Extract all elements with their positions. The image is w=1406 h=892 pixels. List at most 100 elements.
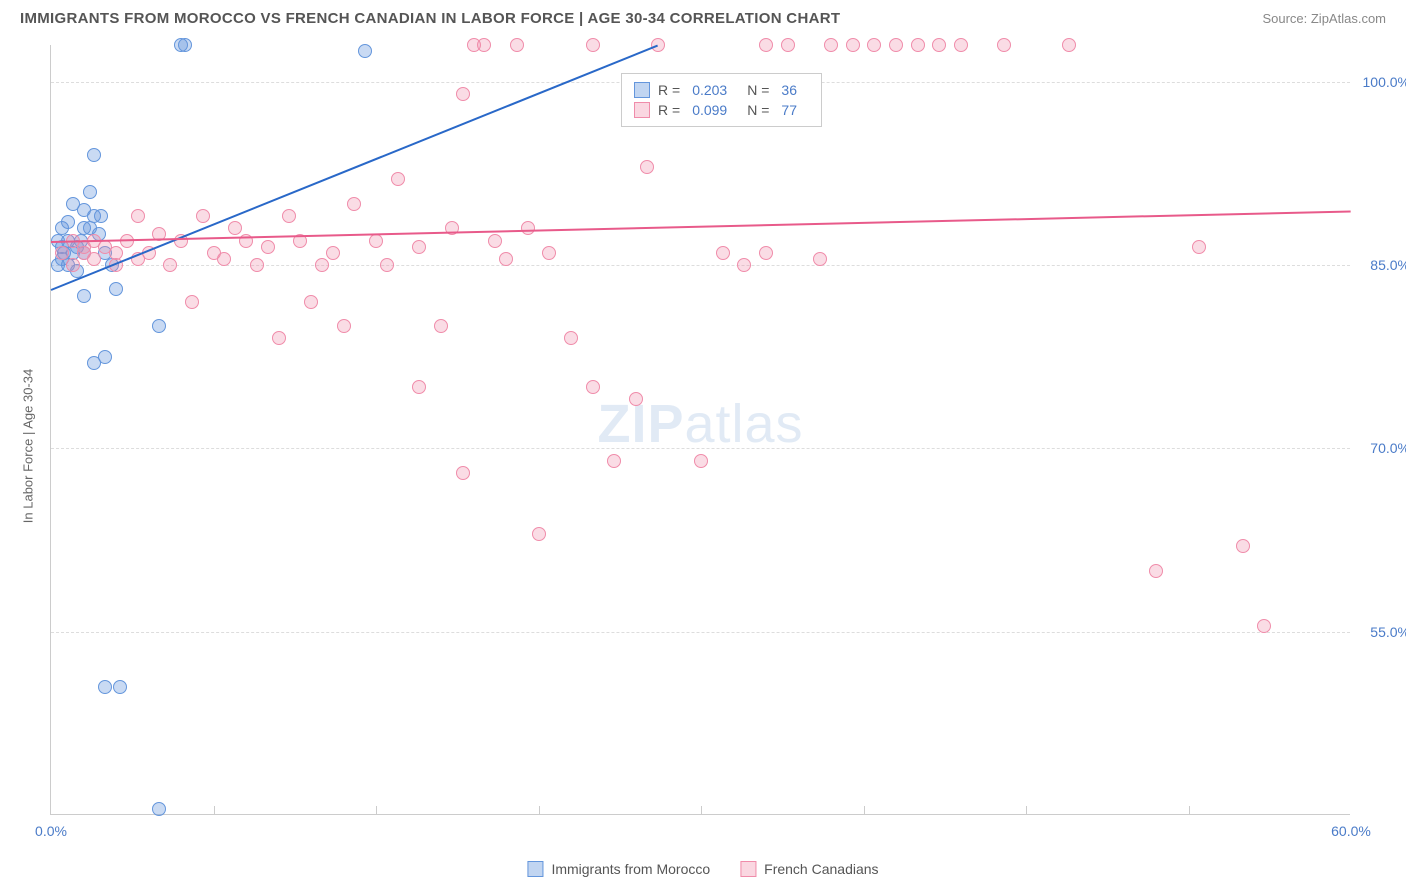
scatter-point [542, 246, 556, 260]
scatter-point [564, 331, 578, 345]
trendline [51, 210, 1351, 243]
xtick-minor [214, 806, 215, 814]
xtick-label: 60.0% [1331, 823, 1371, 839]
scatter-point [369, 234, 383, 248]
legend-label-morocco: Immigrants from Morocco [551, 861, 710, 877]
legend-r-value: 0.099 [692, 102, 727, 118]
scatter-point [391, 172, 405, 186]
scatter-point [510, 38, 524, 52]
legend-swatch-blue [527, 861, 543, 877]
scatter-point [250, 258, 264, 272]
scatter-point [282, 209, 296, 223]
scatter-point [113, 680, 127, 694]
scatter-point [521, 221, 535, 235]
scatter-point [94, 209, 108, 223]
chart-title: IMMIGRANTS FROM MOROCCO VS FRENCH CANADI… [20, 10, 840, 27]
scatter-point [456, 466, 470, 480]
scatter-point [1192, 240, 1206, 254]
scatter-point [716, 246, 730, 260]
scatter-point [412, 380, 426, 394]
scatter-point [261, 240, 275, 254]
legend-row: R =0.203N =36 [634, 80, 809, 100]
scatter-point [163, 258, 177, 272]
legend-r-label: R = [658, 102, 680, 118]
scatter-point [911, 38, 925, 52]
xtick-minor [701, 806, 702, 814]
scatter-point [347, 197, 361, 211]
legend-n-label: N = [747, 82, 769, 98]
gridline-h [51, 448, 1350, 449]
legend-swatch [634, 82, 650, 98]
scatter-point [824, 38, 838, 52]
scatter-point [55, 246, 69, 260]
scatter-point [337, 319, 351, 333]
scatter-point [98, 680, 112, 694]
xtick-minor [1026, 806, 1027, 814]
scatter-point [358, 44, 372, 58]
scatter-point [932, 38, 946, 52]
bottom-legend: Immigrants from Morocco French Canadians [527, 861, 878, 877]
xtick-minor [539, 806, 540, 814]
scatter-point [694, 454, 708, 468]
scatter-point [77, 289, 91, 303]
scatter-point [434, 319, 448, 333]
scatter-point [781, 38, 795, 52]
scatter-point [640, 160, 654, 174]
scatter-point [737, 258, 751, 272]
scatter-point [61, 215, 75, 229]
legend-item-french: French Canadians [740, 861, 878, 877]
gridline-h [51, 265, 1350, 266]
scatter-point [304, 295, 318, 309]
scatter-point [813, 252, 827, 266]
xtick-minor [864, 806, 865, 814]
scatter-point [846, 38, 860, 52]
scatter-point [607, 454, 621, 468]
scatter-point [1257, 619, 1271, 633]
ytick-label: 70.0% [1370, 440, 1406, 456]
legend-n-label: N = [747, 102, 769, 118]
scatter-point [217, 252, 231, 266]
correlation-legend: R =0.203N =36R =0.099N =77 [621, 73, 822, 127]
scatter-point [272, 331, 286, 345]
xtick-minor [1189, 806, 1190, 814]
scatter-point [178, 38, 192, 52]
scatter-point [499, 252, 513, 266]
scatter-point [477, 38, 491, 52]
gridline-h [51, 632, 1350, 633]
scatter-point [131, 209, 145, 223]
legend-label-french: French Canadians [764, 861, 878, 877]
scatter-point [152, 802, 166, 816]
scatter-point [380, 258, 394, 272]
xtick-label: 0.0% [35, 823, 67, 839]
scatter-point [889, 38, 903, 52]
legend-r-value: 0.203 [692, 82, 727, 98]
scatter-point [586, 380, 600, 394]
legend-item-morocco: Immigrants from Morocco [527, 861, 710, 877]
ytick-label: 85.0% [1370, 257, 1406, 273]
y-axis-label: In Labor Force | Age 30-34 [21, 369, 36, 523]
scatter-point [759, 246, 773, 260]
scatter-point [412, 240, 426, 254]
scatter-point [1149, 564, 1163, 578]
scatter-point [315, 258, 329, 272]
scatter-point [759, 38, 773, 52]
scatter-point [109, 246, 123, 260]
scatter-point [629, 392, 643, 406]
scatter-point [954, 38, 968, 52]
scatter-point [228, 221, 242, 235]
legend-swatch-pink [740, 861, 756, 877]
scatter-point [66, 258, 80, 272]
source-attribution: Source: ZipAtlas.com [1262, 11, 1386, 26]
scatter-point [1062, 38, 1076, 52]
ytick-label: 100.0% [1363, 74, 1406, 90]
scatter-point [867, 38, 881, 52]
scatter-point [326, 246, 340, 260]
scatter-point [87, 252, 101, 266]
scatter-point [456, 87, 470, 101]
scatter-point [532, 527, 546, 541]
legend-n-value: 36 [781, 82, 797, 98]
scatter-point [488, 234, 502, 248]
scatter-point [83, 185, 97, 199]
scatter-point [196, 209, 210, 223]
chart-plot-area: 100.0%85.0%70.0%55.0%0.0%60.0%ZIPatlasR … [50, 45, 1350, 815]
